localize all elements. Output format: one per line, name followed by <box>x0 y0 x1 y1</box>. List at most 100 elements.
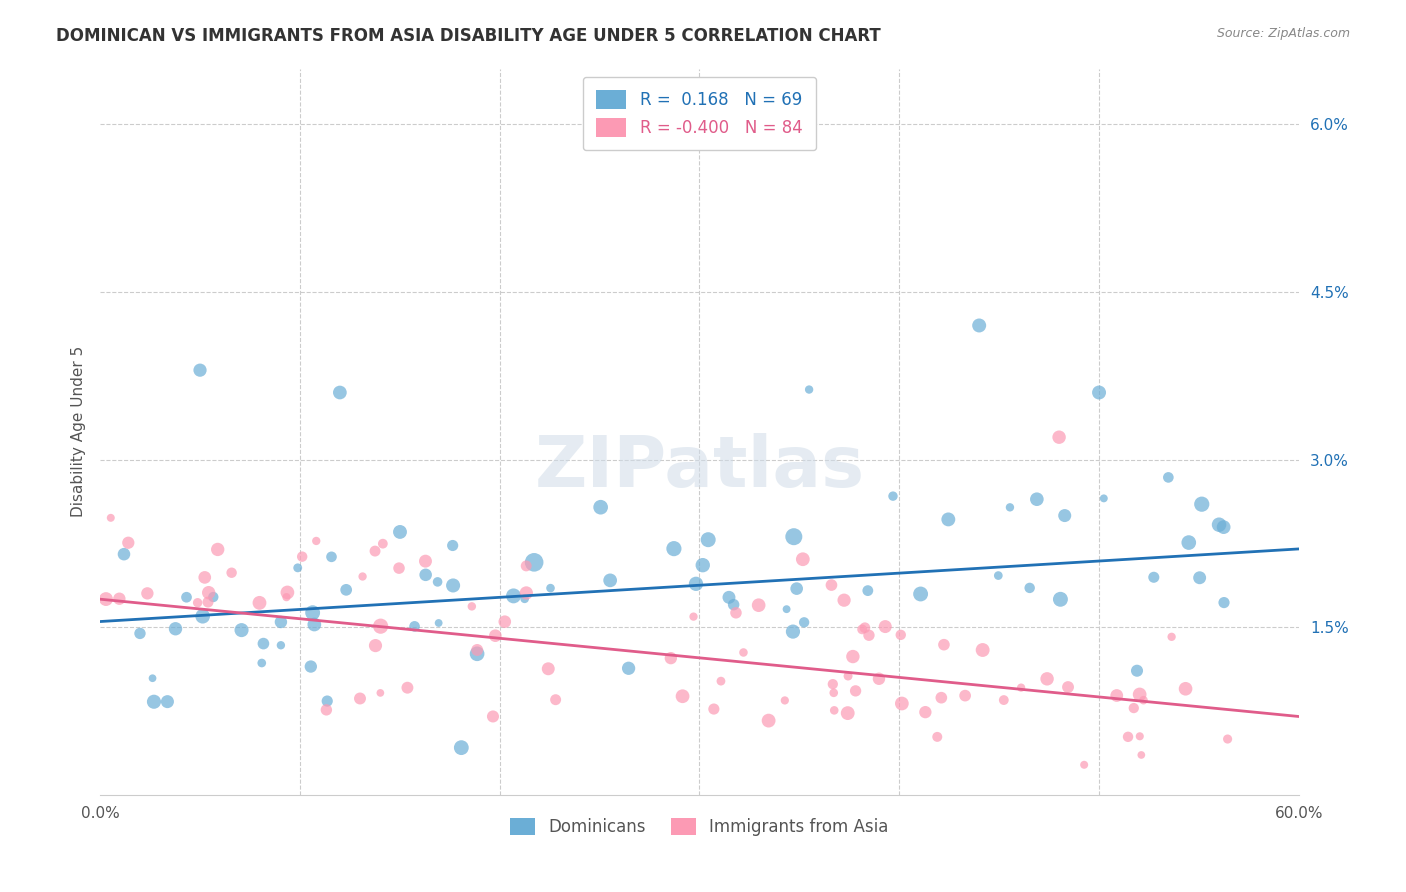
Dominicans <box>797 383 820 397</box>
Immigrants from Asia <box>482 709 505 723</box>
Immigrants from Asia <box>875 619 897 633</box>
Immigrants from Asia <box>370 619 392 633</box>
Dominicans <box>304 617 326 632</box>
Dominicans <box>231 623 253 637</box>
Dominicans <box>252 637 274 651</box>
Dominicans <box>697 533 720 547</box>
Dominicans <box>685 577 707 591</box>
Immigrants from Asia <box>932 638 955 652</box>
Immigrants from Asia <box>291 549 314 564</box>
Immigrants from Asia <box>352 569 374 583</box>
Immigrants from Asia <box>792 552 814 566</box>
Immigrants from Asia <box>858 628 880 642</box>
Dominicans <box>287 561 309 575</box>
Immigrants from Asia <box>659 651 682 665</box>
Dominicans <box>502 589 524 603</box>
Dominicans <box>793 615 815 630</box>
Immigrants from Asia <box>249 596 271 610</box>
Immigrants from Asia <box>837 706 859 720</box>
Immigrants from Asia <box>494 615 516 629</box>
Immigrants from Asia <box>197 595 219 609</box>
Dominicans <box>188 363 211 377</box>
Immigrants from Asia <box>194 570 217 584</box>
Immigrants from Asia <box>276 585 298 599</box>
Dominicans <box>1177 535 1199 549</box>
Immigrants from Asia <box>1073 757 1095 772</box>
Immigrants from Asia <box>927 730 949 744</box>
Immigrants from Asia <box>515 586 537 600</box>
Dominicans <box>176 591 198 605</box>
Dominicans <box>270 615 292 629</box>
Immigrants from Asia <box>1129 729 1152 743</box>
Immigrants from Asia <box>890 697 912 711</box>
Immigrants from Asia <box>837 669 859 683</box>
Dominicans <box>427 615 450 630</box>
Dominicans <box>1208 517 1230 532</box>
Dominicans <box>1212 520 1234 534</box>
Immigrants from Asia <box>465 643 488 657</box>
Immigrants from Asia <box>349 691 371 706</box>
Dominicans <box>165 622 187 636</box>
Dominicans <box>301 606 323 620</box>
Immigrants from Asia <box>972 643 994 657</box>
Text: DOMINICAN VS IMMIGRANTS FROM ASIA DISABILITY AGE UNDER 5 CORRELATION CHART: DOMINICAN VS IMMIGRANTS FROM ASIA DISABI… <box>56 27 882 45</box>
Immigrants from Asia <box>108 591 131 606</box>
Immigrants from Asia <box>748 598 770 612</box>
Immigrants from Asia <box>1010 681 1032 695</box>
Immigrants from Asia <box>315 703 337 717</box>
Text: Source: ZipAtlas.com: Source: ZipAtlas.com <box>1216 27 1350 40</box>
Immigrants from Asia <box>388 561 411 575</box>
Immigrants from Asia <box>371 537 394 551</box>
Dominicans <box>882 489 904 503</box>
Dominicans <box>321 549 343 564</box>
Immigrants from Asia <box>1129 688 1152 702</box>
Y-axis label: Disability Age Under 5: Disability Age Under 5 <box>72 346 86 517</box>
Dominicans <box>1025 492 1047 507</box>
Dominicans <box>191 609 214 624</box>
Immigrants from Asia <box>1160 630 1182 644</box>
Text: ZIPatlas: ZIPatlas <box>534 434 865 502</box>
Dominicans <box>589 500 612 515</box>
Immigrants from Asia <box>136 586 159 600</box>
Dominicans <box>465 647 488 661</box>
Immigrants from Asia <box>1105 689 1128 703</box>
Immigrants from Asia <box>415 554 437 568</box>
Immigrants from Asia <box>853 621 876 635</box>
Immigrants from Asia <box>396 681 419 695</box>
Immigrants from Asia <box>851 623 873 637</box>
Dominicans <box>936 512 959 526</box>
Dominicans <box>450 740 472 755</box>
Immigrants from Asia <box>724 606 747 620</box>
Immigrants from Asia <box>845 684 868 698</box>
Immigrants from Asia <box>197 585 219 599</box>
Dominicans <box>270 638 292 652</box>
Dominicans <box>662 541 685 556</box>
Dominicans <box>141 671 163 685</box>
Dominicans <box>783 530 806 544</box>
Immigrants from Asia <box>671 690 693 704</box>
Dominicans <box>987 568 1010 582</box>
Immigrants from Asia <box>710 674 733 689</box>
Dominicans <box>910 587 932 601</box>
Dominicans <box>1191 497 1213 511</box>
Immigrants from Asia <box>890 628 912 642</box>
Dominicans <box>441 539 464 553</box>
Immigrants from Asia <box>484 629 506 643</box>
Immigrants from Asia <box>1130 747 1153 762</box>
Immigrants from Asia <box>1036 672 1059 686</box>
Dominicans <box>388 524 411 539</box>
Immigrants from Asia <box>537 662 560 676</box>
Immigrants from Asia <box>953 689 976 703</box>
Dominicans <box>540 581 562 595</box>
Dominicans <box>1126 664 1149 678</box>
Immigrants from Asia <box>207 542 229 557</box>
Immigrants from Asia <box>1122 701 1144 715</box>
Immigrants from Asia <box>703 702 725 716</box>
Immigrants from Asia <box>1132 693 1154 707</box>
Dominicans <box>329 385 352 400</box>
Dominicans <box>1049 592 1071 607</box>
Immigrants from Asia <box>1047 430 1070 444</box>
Immigrants from Asia <box>931 690 953 705</box>
Dominicans <box>316 694 339 708</box>
Dominicans <box>775 602 797 616</box>
